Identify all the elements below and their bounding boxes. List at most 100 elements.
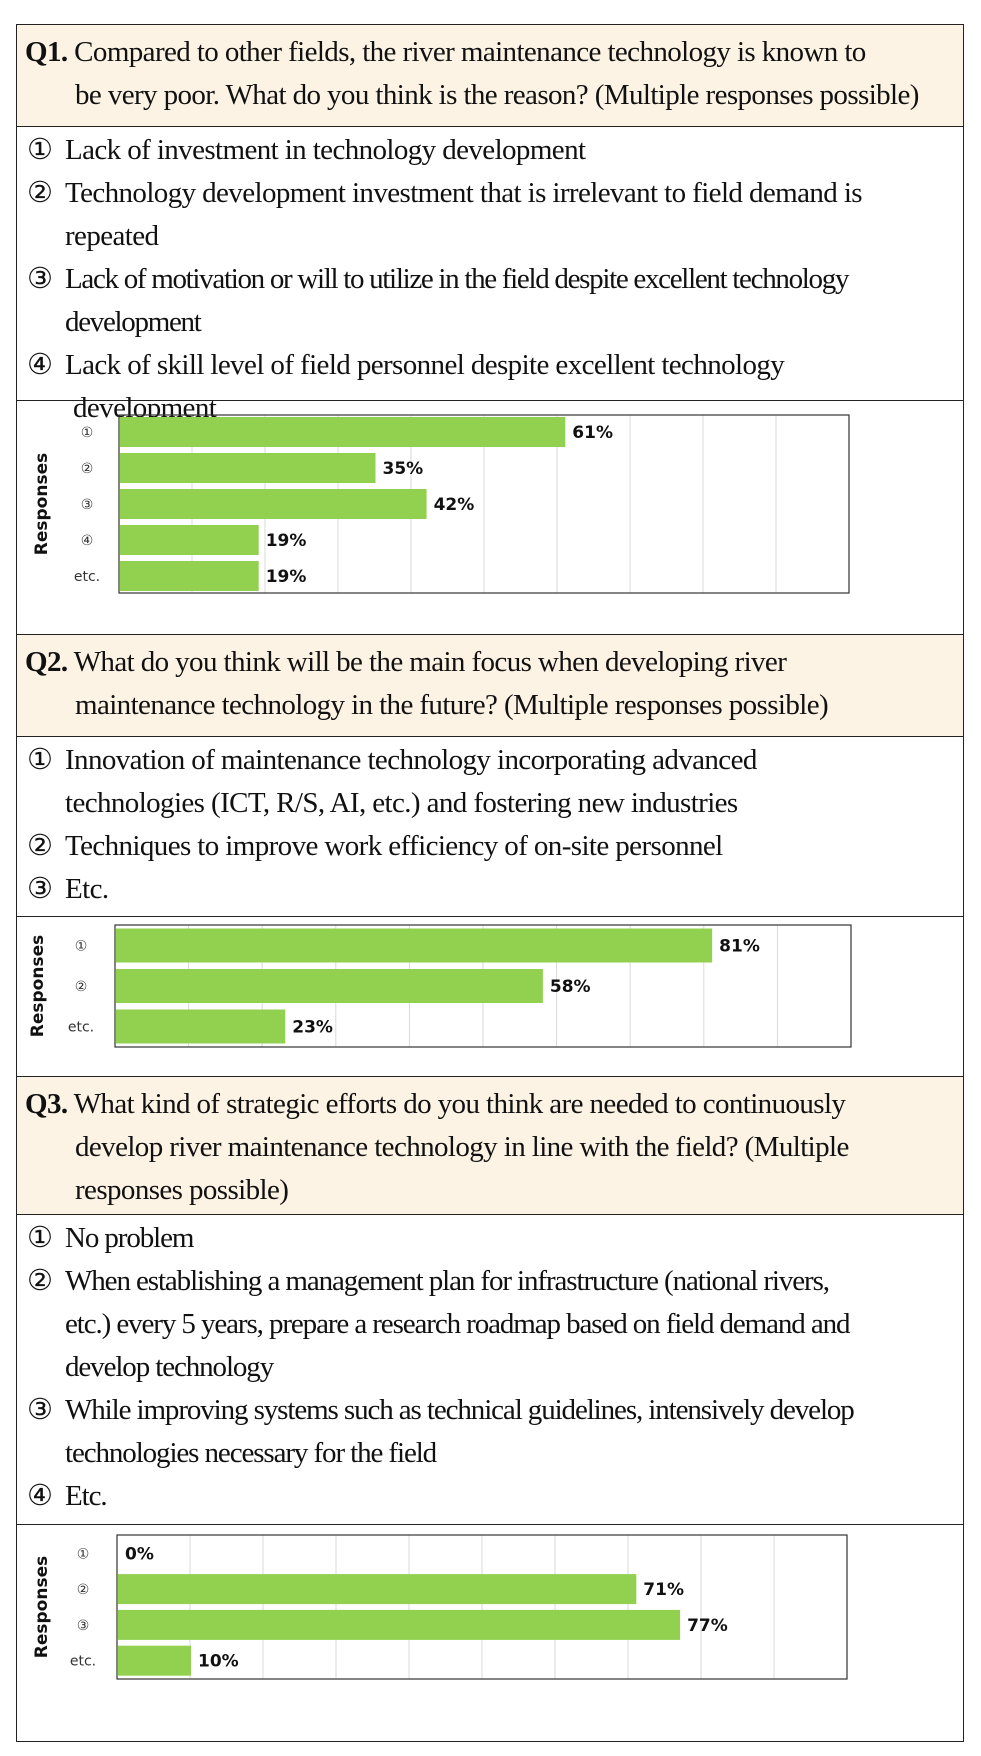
question-number: Q3. <box>25 1088 68 1120</box>
data-label: 23% <box>292 1018 333 1038</box>
option-item: ① No problem <box>27 1217 959 1260</box>
bar <box>120 453 376 483</box>
bar <box>120 417 566 447</box>
option-marker: ④ <box>27 1480 53 1512</box>
y-axis-label: Responses <box>32 1556 52 1658</box>
option-item: ② When establishing a management plan for… <box>27 1260 959 1389</box>
data-label: 19% <box>266 567 307 587</box>
option-text: Lack of skill level of field personnel d… <box>65 349 785 381</box>
bar <box>120 561 259 591</box>
option-text-cont: technologies (ICT, R/S, AI, etc.) and fo… <box>65 787 738 819</box>
category-label: etc. <box>70 1654 96 1670</box>
option-marker: ② <box>27 1265 53 1297</box>
option-item: ② Techniques to improve work efficiency o… <box>27 825 959 868</box>
option-text: While improving systems such as technica… <box>65 1394 855 1426</box>
plot-frame <box>116 1534 848 1680</box>
option-marker: ① <box>27 744 53 776</box>
chart-q2: Responses ① 81% ② 58% etc. 23% <box>28 924 852 1048</box>
chart-q1-wrap: Responses ① 61% ② 35% ③ 42% ④ 19% etc. 19% <box>17 401 963 635</box>
option-text: When establishing a management plan for … <box>65 1265 830 1297</box>
question-text: Compared to other fields, the river main… <box>74 36 866 68</box>
data-label: 81% <box>719 937 760 957</box>
question-text-line3: responses possible) <box>75 1174 289 1206</box>
data-label: 35% <box>383 459 424 479</box>
category-label: ③ <box>77 1618 90 1634</box>
bar <box>116 928 713 963</box>
data-label: 71% <box>643 1580 684 1600</box>
data-label: 58% <box>550 977 591 997</box>
question-text: What kind of strategic efforts do you th… <box>73 1088 846 1120</box>
question-number: Q1. <box>25 36 68 68</box>
option-item: ④ Lack of skill level of field personnel … <box>27 344 959 430</box>
option-text-cont: development <box>65 306 202 338</box>
options-q2: ① Innovation of maintenance technology in… <box>17 737 963 917</box>
category-label: ② <box>77 1582 90 1598</box>
question-number: Q2. <box>25 646 68 678</box>
option-item: ③ Etc. <box>27 868 959 911</box>
question-text-line2: maintenance technology in the future? (M… <box>75 689 829 721</box>
option-item: ④ Etc. <box>27 1475 959 1518</box>
options-q1: ① Lack of investment in technology develo… <box>17 127 963 424</box>
option-text: Lack of investment in technology develop… <box>65 134 586 166</box>
option-item: ① Lack of investment in technology develo… <box>27 129 959 172</box>
option-item: ② Technology development investment that … <box>27 172 959 258</box>
data-label: 42% <box>434 495 475 515</box>
category-label: ② <box>75 979 88 995</box>
option-text: Lack of motivation or will to utilize in… <box>65 263 849 295</box>
option-marker: ① <box>27 1222 53 1254</box>
y-axis-label: Responses <box>32 453 52 555</box>
chart-q1: Responses ① 61% ② 35% ③ 42% ④ 19% etc. 19% <box>32 414 850 594</box>
bar <box>118 1645 191 1676</box>
question-1: Q1. Compared to other fields, the river … <box>17 25 963 127</box>
option-text-cont: technologies necessary for the field <box>65 1437 437 1469</box>
question-3: Q3. What kind of strategic efforts do yo… <box>17 1077 963 1215</box>
option-marker: ④ <box>27 349 53 381</box>
option-marker: ③ <box>27 1394 53 1426</box>
option-text: Technology development investment that i… <box>65 177 863 209</box>
option-marker: ③ <box>27 873 53 905</box>
data-label: 10% <box>198 1652 239 1672</box>
chart-q3: Responses ① 0% ② 71% ③ 77% etc. 10% <box>32 1534 848 1680</box>
option-text-cont: develop technology <box>65 1351 274 1383</box>
option-marker: ② <box>27 177 53 209</box>
category-label: ④ <box>81 533 94 549</box>
y-axis-label: Responses <box>28 935 48 1037</box>
option-text: Etc. <box>65 1480 108 1512</box>
option-text: No problem <box>65 1222 194 1254</box>
question-text-line2: develop river maintenance technology in … <box>75 1131 849 1163</box>
option-text: Techniques to improve work efficiency of… <box>65 830 723 862</box>
option-marker: ② <box>27 830 53 862</box>
question-text: What do you think will be the main focus… <box>73 646 787 678</box>
plot-frame <box>118 414 850 594</box>
data-label: 19% <box>266 531 307 551</box>
bar <box>118 1609 681 1640</box>
data-label: 0% <box>125 1544 154 1564</box>
question-text-line2: be very poor. What do you think is the r… <box>75 79 919 111</box>
option-text-cont: repeated <box>65 220 159 252</box>
bar <box>116 969 543 1003</box>
chart-q2-wrap: Responses ① 81% ② 58% etc. 23% <box>17 917 963 1077</box>
option-text-cont: etc.) every 5 years, prepare a research … <box>65 1308 851 1340</box>
option-text: Innovation of maintenance technology inc… <box>65 744 757 776</box>
category-label: ① <box>77 1546 90 1562</box>
category-label: etc. <box>74 569 100 585</box>
option-marker: ① <box>27 134 53 166</box>
category-label: ② <box>81 461 94 477</box>
category-label: ① <box>81 425 94 441</box>
bar <box>120 489 427 519</box>
survey-page: Q1. Compared to other fields, the river … <box>16 24 964 1742</box>
plot-frame <box>114 924 852 1048</box>
options-q3: ① No problem ② When establishing a managem… <box>17 1215 963 1525</box>
option-item: ③ While improving systems such as technic… <box>27 1389 959 1475</box>
category-label: ① <box>75 939 88 955</box>
bar <box>120 525 259 555</box>
data-label: 77% <box>687 1616 728 1636</box>
category-label: ③ <box>81 497 94 513</box>
category-label: etc. <box>68 1020 94 1036</box>
data-label: 61% <box>572 423 613 443</box>
question-2: Q2. What do you think will be the main f… <box>17 635 963 737</box>
option-item: ③ Lack of motivation or will to utilize i… <box>27 258 959 344</box>
bar <box>116 1009 286 1044</box>
option-text: Etc. <box>65 873 109 905</box>
chart-q3-wrap: Responses ① 0% ② 71% ③ 77% etc. 10% <box>17 1525 963 1740</box>
